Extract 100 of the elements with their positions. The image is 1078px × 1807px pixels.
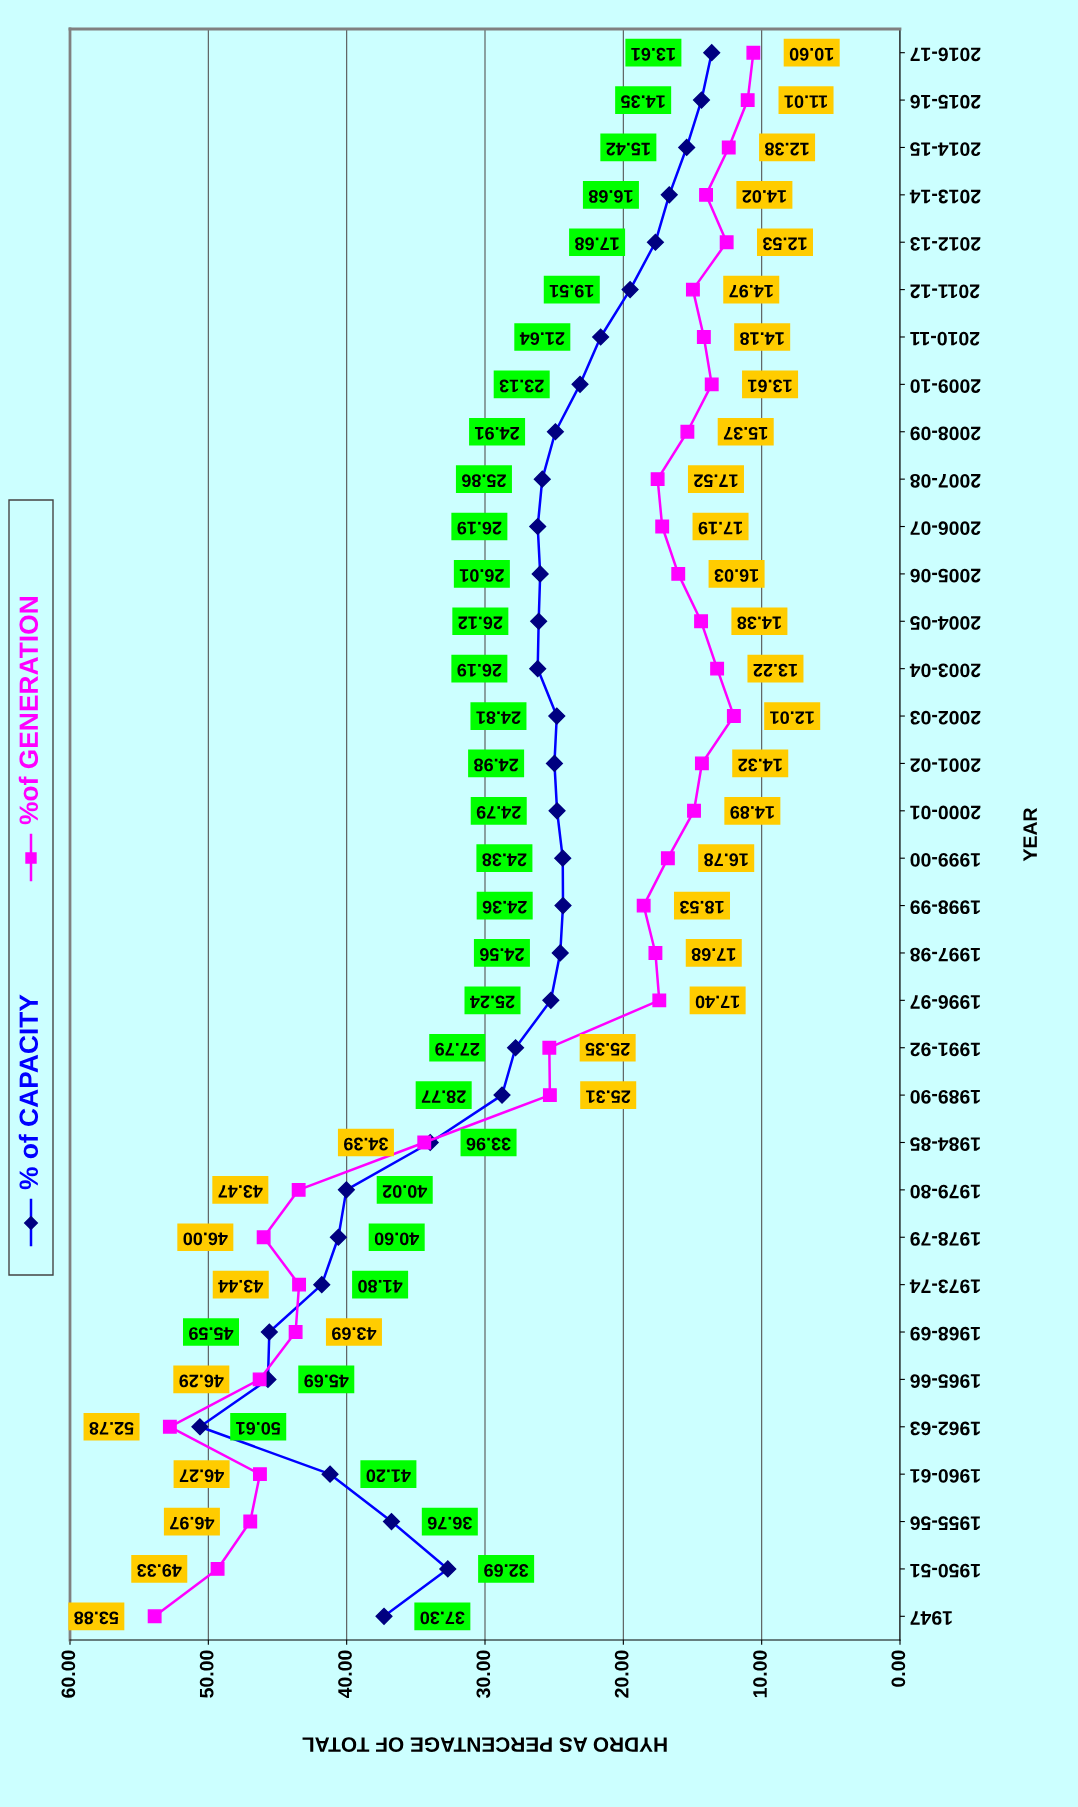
- y-tick-label: 1984-85: [910, 1137, 980, 1152]
- data-label: 46.27: [179, 1469, 224, 1483]
- y-tick-label: 2000-01: [910, 805, 981, 820]
- data-label: 16.68: [588, 189, 633, 203]
- y-tick-label: 2005-06: [910, 568, 981, 583]
- point: [417, 1135, 432, 1150]
- y-tick-label: 2008-09: [910, 426, 981, 441]
- data-label: 14.89: [730, 805, 774, 819]
- data-label: 36.76: [427, 1516, 472, 1530]
- data-label: 25.24: [470, 995, 515, 1009]
- data-label: 24.38: [482, 853, 527, 867]
- data-label: 14.35: [621, 95, 665, 109]
- point: [162, 1419, 177, 1434]
- y-tick-label: 2012-13: [910, 236, 981, 251]
- point: [291, 1182, 306, 1197]
- point: [694, 756, 709, 771]
- data-label: 24.79: [476, 805, 521, 819]
- data-label: 14.32: [738, 758, 782, 772]
- y-tick-label: 2009-10: [910, 379, 981, 393]
- data-label: 14.18: [740, 332, 784, 345]
- x-tick-label: 0.00: [891, 1650, 906, 1687]
- data-label: 16.03: [714, 569, 759, 582]
- x-tick-label: 20.00: [614, 1650, 629, 1698]
- data-label: 41.20: [366, 1469, 411, 1483]
- y-tick-label: 1978-79: [910, 1232, 980, 1246]
- y-tick-label: 2014-15: [910, 142, 981, 157]
- y-tick-label: 2002-03: [910, 710, 981, 725]
- point: [685, 282, 700, 297]
- y-axis-title: YEAR: [1023, 807, 1037, 862]
- data-label: 26.12: [458, 616, 503, 630]
- data-label: 26.19: [457, 663, 502, 677]
- data-label: 17.52: [694, 474, 738, 488]
- data-label: 45.69: [304, 1374, 349, 1388]
- y-tick-label: 1997-98: [910, 947, 980, 962]
- data-label: 16.78: [704, 853, 748, 867]
- data-label: 25.35: [585, 1042, 630, 1056]
- point: [652, 993, 667, 1008]
- data-label: 45.59: [189, 1327, 234, 1340]
- point: [210, 1561, 225, 1576]
- point: [655, 519, 670, 534]
- data-label: 24.56: [479, 948, 524, 961]
- data-label: 46.00: [183, 1232, 228, 1246]
- data-label: 25.86: [462, 474, 506, 488]
- data-label: 13.61: [747, 379, 792, 393]
- text: % of CAPACITY: [18, 994, 39, 1190]
- point: [252, 1467, 267, 1482]
- data-label: 34.39: [344, 1137, 389, 1151]
- data-label: 17.40: [695, 995, 740, 1009]
- y-tick-label: 2007-08: [910, 473, 981, 488]
- data-label: 46.29: [179, 1374, 224, 1388]
- y-tick-label: 2004-05: [910, 616, 981, 630]
- y-tick-label: 1979-80: [910, 1184, 980, 1199]
- point: [726, 709, 741, 723]
- data-label: 18.53: [680, 900, 724, 914]
- y-tick-label: 1962-63: [910, 1421, 980, 1436]
- y-tick-label: 1947: [910, 1611, 952, 1625]
- point: [696, 330, 711, 344]
- data-label: 14.97: [729, 284, 773, 298]
- y-tick-label: 1996-97: [910, 995, 980, 1009]
- y-tick-label: 1960-61: [910, 1468, 980, 1483]
- y-tick-label: 1955-56: [910, 1516, 980, 1531]
- data-label: 15.37: [723, 426, 768, 440]
- data-label: 12.53: [763, 237, 807, 251]
- data-label: 12.01: [770, 711, 814, 724]
- y-tick-label: 2003-04: [909, 663, 981, 678]
- point: [650, 472, 665, 487]
- data-label: 13.22: [753, 663, 797, 677]
- data-label: 43.44: [218, 1279, 264, 1293]
- point: [680, 424, 695, 439]
- point: [648, 946, 663, 960]
- data-label: 24.98: [474, 758, 519, 772]
- point: [288, 1325, 303, 1339]
- x-tick-label: 30.00: [476, 1650, 491, 1698]
- data-label: 26.19: [457, 521, 502, 535]
- x-tick-label: 10.00: [753, 1650, 767, 1698]
- point: [252, 1372, 267, 1387]
- data-label: 28.77: [421, 1090, 466, 1104]
- data-label: 40.02: [382, 1185, 428, 1198]
- y-tick-label: 2013-14: [909, 189, 981, 204]
- y-tick-label: 1968-69: [910, 1326, 980, 1341]
- point: [671, 566, 686, 581]
- y-tick-label: 2010-11: [910, 331, 980, 346]
- data-label: 40.60: [374, 1232, 420, 1246]
- point: [542, 1088, 557, 1103]
- data-label: 17.68: [575, 237, 619, 251]
- data-label: 32.69: [484, 1564, 529, 1577]
- point: [292, 1277, 307, 1292]
- y-tick-label: 1999-00: [910, 852, 980, 867]
- data-label: 27.79: [435, 1042, 480, 1056]
- point: [243, 1514, 258, 1529]
- data-label: 46.97: [170, 1516, 215, 1530]
- data-label: 14.38: [737, 616, 781, 630]
- text: %of GENERATION: [18, 597, 39, 825]
- y-tick-label: 2015-16: [910, 94, 981, 109]
- x-tick-label: 40.00: [338, 1650, 352, 1699]
- point: [699, 187, 714, 202]
- data-label: 25.31: [586, 1090, 631, 1104]
- data-label: 37.30: [420, 1611, 465, 1625]
- point: [660, 851, 675, 866]
- point: [746, 45, 761, 60]
